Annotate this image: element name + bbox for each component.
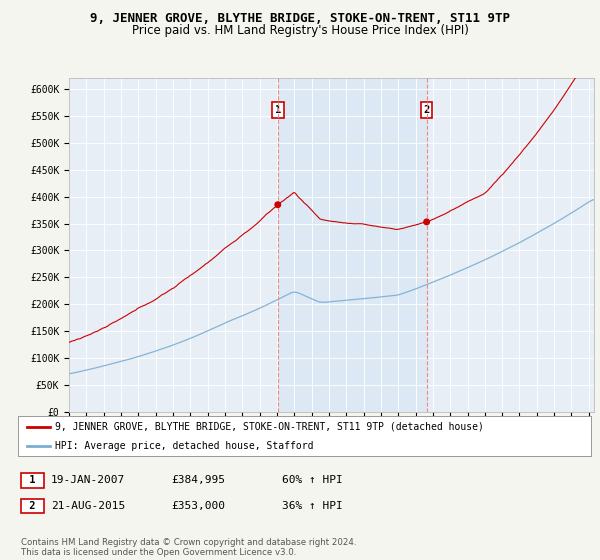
Text: 1: 1 [23,475,41,486]
Text: 1: 1 [275,105,281,115]
Text: £384,995: £384,995 [171,475,225,486]
Text: HPI: Average price, detached house, Stafford: HPI: Average price, detached house, Staf… [55,441,314,450]
Point [273,200,283,209]
Text: 19-JAN-2007: 19-JAN-2007 [51,475,125,486]
Text: 2: 2 [424,105,430,115]
Text: Contains HM Land Registry data © Crown copyright and database right 2024.
This d: Contains HM Land Registry data © Crown c… [21,538,356,557]
Text: £353,000: £353,000 [171,501,225,511]
Text: 60% ↑ HPI: 60% ↑ HPI [282,475,343,486]
Bar [278,78,427,412]
Text: 2: 2 [23,501,41,511]
Text: 9, JENNER GROVE, BLYTHE BRIDGE, STOKE-ON-TRENT, ST11 9TP: 9, JENNER GROVE, BLYTHE BRIDGE, STOKE-ON… [90,12,510,25]
Text: Price paid vs. HM Land Registry's House Price Index (HPI): Price paid vs. HM Land Registry's House … [131,24,469,36]
Point [422,217,431,226]
Text: 21-AUG-2015: 21-AUG-2015 [51,501,125,511]
Text: 9, JENNER GROVE, BLYTHE BRIDGE, STOKE-ON-TRENT, ST11 9TP (detached house): 9, JENNER GROVE, BLYTHE BRIDGE, STOKE-ON… [55,422,484,432]
Text: 36% ↑ HPI: 36% ↑ HPI [282,501,343,511]
